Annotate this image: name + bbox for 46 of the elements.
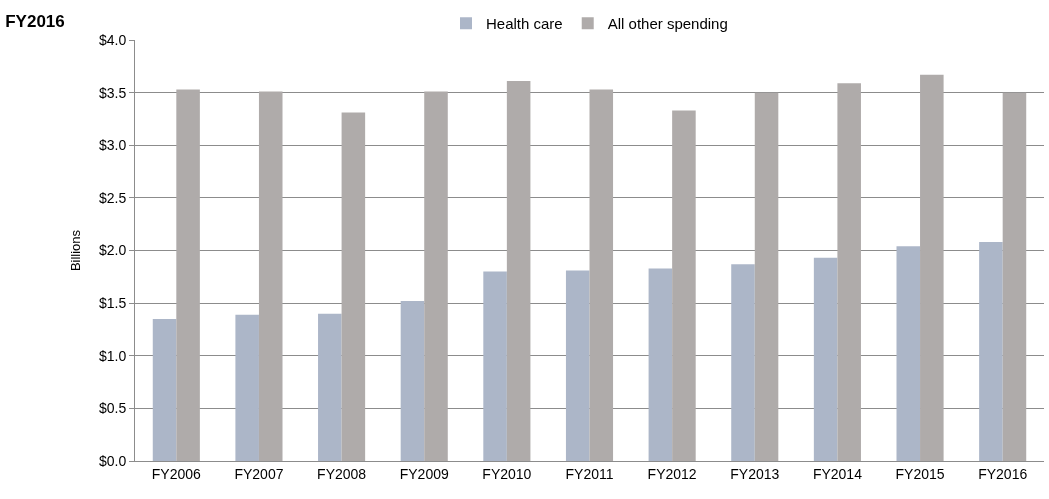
bar [589, 89, 614, 461]
x-tick-label: FY2012 [647, 465, 697, 482]
bar [258, 91, 283, 461]
bar [565, 270, 590, 461]
bar [920, 74, 944, 461]
y-tick-label: $3.5 [98, 84, 127, 101]
bar [648, 268, 673, 461]
y-tick-label: $4.0 [98, 31, 127, 48]
bar [979, 242, 1003, 461]
bar [424, 91, 448, 461]
x-tick-label: FY2015 [895, 465, 945, 482]
bar [318, 313, 342, 461]
legend-label: Health care [486, 15, 563, 33]
bar [152, 318, 177, 461]
bar [813, 257, 838, 461]
chart-title: FY2016 [5, 11, 65, 31]
x-tick-label: FY2006 [151, 465, 202, 482]
x-tick-label: FY2011 [565, 465, 614, 482]
y-axis-title: Billions [67, 229, 83, 272]
bar [837, 83, 861, 461]
y-tick-label: $1.5 [98, 295, 127, 312]
y-tick-label: $0.0 [98, 452, 127, 469]
y-tick-label: $2.5 [98, 189, 127, 206]
x-tick-label: FY2016 [978, 465, 1028, 482]
x-tick-label: FY2013 [730, 465, 780, 482]
x-tick-label: FY2010 [482, 465, 532, 482]
y-tick-label: $0.5 [98, 400, 127, 417]
x-tick-label: FY2014 [812, 465, 863, 482]
bar [341, 112, 366, 461]
x-tick-label: FY2008 [317, 465, 367, 482]
bar [483, 271, 507, 461]
bar [672, 110, 696, 461]
bar [754, 92, 779, 461]
y-tick-label: $2.0 [98, 242, 127, 259]
x-tick-label: FY2007 [234, 465, 284, 482]
y-tick-label: $1.0 [98, 347, 127, 364]
bar [896, 246, 921, 461]
bar [506, 81, 531, 461]
bar [176, 89, 200, 461]
bar [235, 314, 259, 461]
bar [1002, 92, 1027, 461]
bar [400, 301, 425, 461]
x-tick-label: FY2009 [399, 465, 449, 482]
bar [731, 264, 755, 461]
legend-label: All other spending [607, 15, 728, 33]
y-tick-label: $3.0 [98, 137, 127, 154]
